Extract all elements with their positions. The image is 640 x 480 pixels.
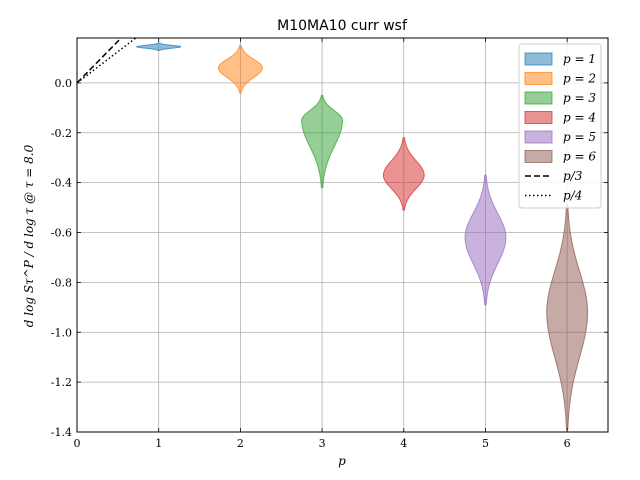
legend-label-p6: p = 6	[563, 150, 596, 164]
ref-line-dotted	[76, 37, 137, 84]
y-tick-label: -0.2	[51, 127, 72, 140]
ref-line-dashed	[76, 37, 122, 84]
legend-label-p1: p = 1	[563, 52, 596, 66]
violin-p6	[546, 204, 589, 431]
x-tick-label: 2	[237, 437, 244, 450]
x-tick-label: 6	[564, 437, 571, 450]
violin-p1	[136, 42, 182, 51]
legend-label-p5: p = 5	[563, 130, 596, 144]
violin-p5	[464, 174, 507, 306]
x-tick-label: 4	[400, 437, 407, 450]
legend-swatch-p6	[524, 150, 553, 163]
ticks: 0 1 2 3 4 5 6 0.0 -0.2 -0.4 -0.6 -0.8 -1.0 -1.2 -1.4	[51, 38, 608, 450]
y-tick-label: -0.8	[51, 276, 72, 289]
legend-label-dashed: p/3	[563, 169, 583, 183]
legend-label-p4: p = 4	[563, 111, 596, 125]
plot-frame	[76, 37, 609, 433]
legend-swatch-p2	[524, 72, 553, 85]
legend-swatch-p5	[524, 130, 553, 144]
legend-swatch-p4	[524, 111, 553, 124]
y-tick-label: -1.0	[51, 326, 72, 339]
y-tick-label: 0.0	[55, 77, 73, 90]
chart-title: M10MA10 curr wsf	[277, 18, 408, 34]
y-tick-label: -1.2	[51, 376, 72, 389]
legend-label-p2: p = 2	[563, 72, 596, 86]
x-axis-label: p	[338, 454, 346, 468]
legend-label-p3: p = 3	[563, 91, 596, 105]
legend: p = 1 p = 2 p = 3 p = 4 p = 5 p = 6 p/3 p/4	[518, 43, 602, 209]
legend-label-dotted: p/4	[563, 189, 582, 203]
violin-p4	[382, 137, 425, 211]
legend-swatch-p3	[524, 91, 553, 105]
reference-lines	[76, 37, 137, 84]
y-tick-label: -0.4	[51, 177, 72, 190]
x-tick-label: 5	[482, 437, 489, 450]
legend-box	[518, 43, 602, 209]
x-tick-label: 3	[319, 437, 326, 450]
y-axis-label: d log Sτ^P / d log τ @ τ = 8.0	[22, 144, 36, 327]
violin-p2	[217, 44, 263, 94]
x-tick-label: 0	[74, 437, 81, 450]
violin-p3	[301, 94, 343, 189]
y-tick-label: -0.6	[51, 227, 72, 240]
legend-swatch-p1	[524, 52, 553, 66]
y-tick-label: -1.4	[51, 426, 72, 439]
x-tick-label: 1	[155, 437, 162, 450]
